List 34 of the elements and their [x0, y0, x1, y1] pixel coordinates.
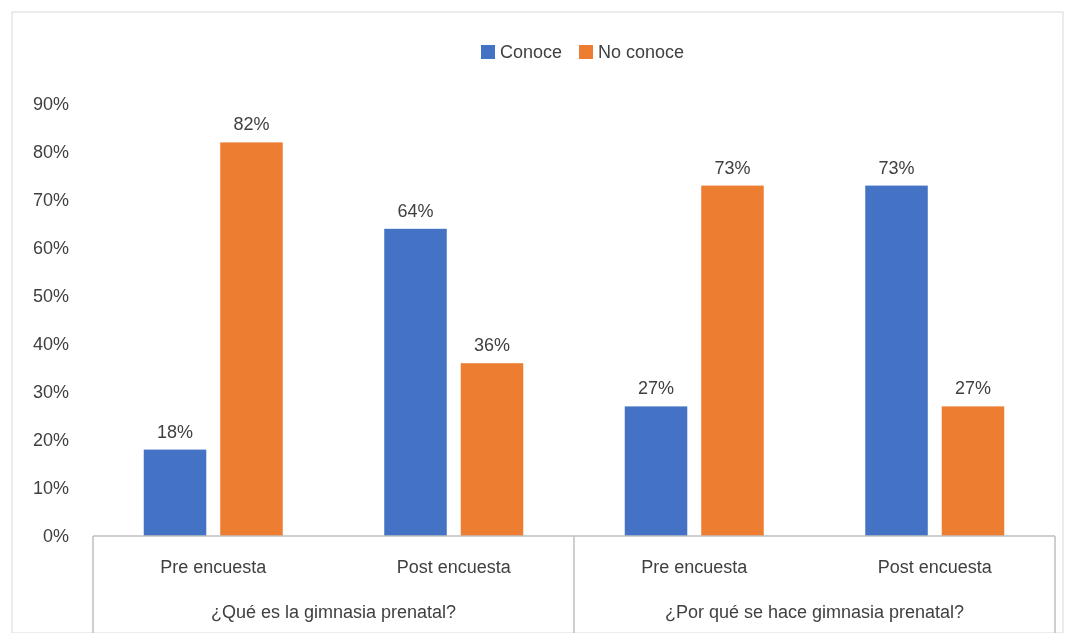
y-tick-label: 70%	[32, 190, 69, 210]
data-label: 18%	[156, 421, 194, 442]
bar	[384, 228, 447, 536]
bar	[941, 406, 1005, 536]
bar	[701, 185, 764, 536]
x-tick-label: Post encuesta	[877, 557, 993, 577]
data-label: 73%	[714, 157, 751, 178]
y-tick-label: 20%	[32, 430, 69, 450]
y-tick-label: 80%	[32, 142, 69, 162]
x-tick-label: Pre encuesta	[160, 557, 268, 577]
y-tick-label: 10%	[32, 478, 69, 498]
legend-label: No conoce	[598, 42, 685, 62]
y-tick-label: 40%	[32, 334, 69, 354]
data-label: 27%	[637, 378, 675, 399]
data-label: 82%	[233, 114, 270, 135]
x-tick-label: Pre encuesta	[641, 557, 749, 577]
bar	[624, 406, 688, 536]
bar	[143, 449, 207, 536]
data-label: 64%	[397, 200, 434, 221]
text: ¿Por qué se hace gimnasia prenatal?	[664, 602, 965, 622]
y-tick-label: 60%	[32, 238, 69, 258]
data-label: 27%	[954, 378, 992, 399]
bar	[865, 185, 928, 536]
y-tick-label: 30%	[32, 382, 69, 402]
bar	[460, 363, 524, 536]
text: ¿Qué es la gimnasia prenatal?	[210, 602, 457, 622]
data-label: 73%	[878, 157, 915, 178]
data-label: 36%	[473, 335, 511, 356]
bar	[220, 142, 283, 536]
y-tick-label: 0%	[42, 526, 69, 546]
x-tick-label: Post encuesta	[396, 557, 512, 577]
y-tick-label: 90%	[32, 94, 69, 114]
legend-label: Conoce	[500, 42, 563, 62]
y-tick-label: 50%	[32, 286, 69, 306]
